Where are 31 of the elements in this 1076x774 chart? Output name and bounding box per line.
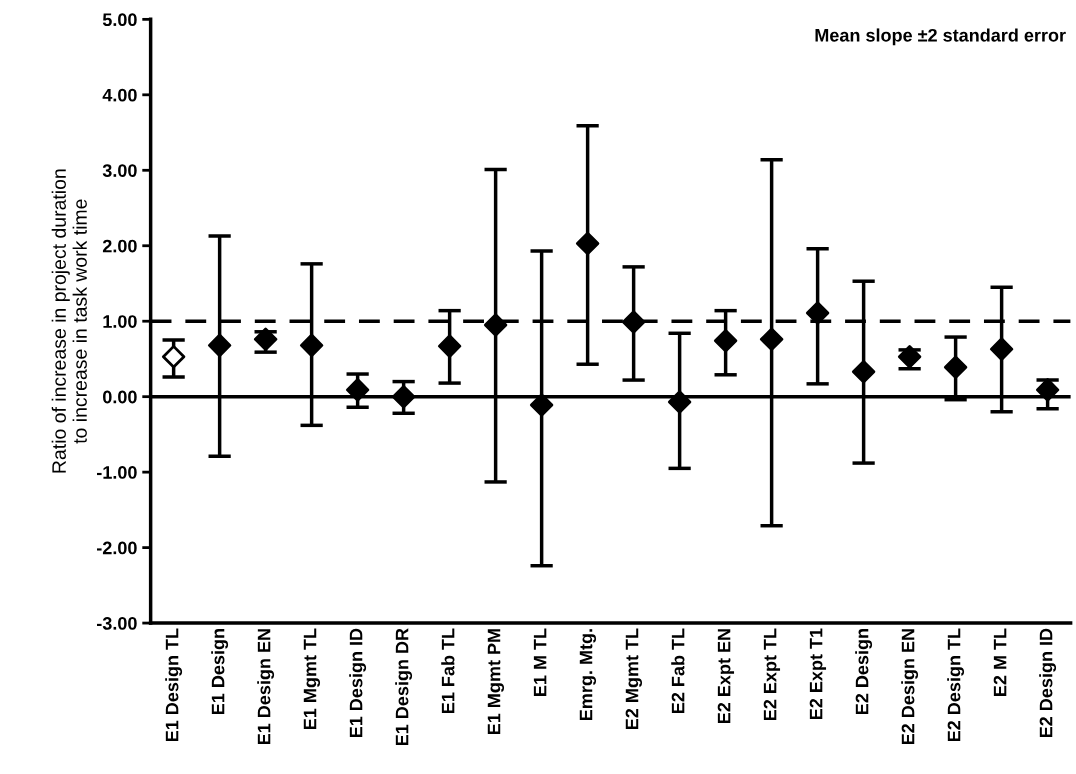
x-tick-label: E2 Expt EN: [717, 629, 735, 724]
x-tick-label: E2 Design EN: [901, 629, 919, 745]
x-tick-label: E2 Design: [855, 629, 873, 715]
x-tick-label: E2 Expt T1: [809, 628, 827, 720]
x-tick-label: E1 Design EN: [257, 629, 275, 745]
x-tick-label: E1 Design DR: [395, 628, 413, 746]
x-tick-label: E1 M TL: [533, 628, 547, 696]
x-tick-label: E1 Design TL: [165, 628, 183, 742]
x-tick-label: E1 Design: [211, 629, 229, 715]
y-tick-label: 5.00: [102, 13, 137, 27]
x-tick-label: E2 Expt TL: [763, 628, 781, 721]
x-tick-label: E2 Mgmt TL: [625, 628, 643, 730]
y-tick-label: -2.00: [97, 541, 137, 555]
annotation: Mean slope ±2 standard error: [815, 28, 1066, 46]
y-tick-label: -3.00: [97, 617, 137, 630]
x-tick-label: E2 M TL: [993, 628, 1007, 696]
x-tick-label: E1 Design ID: [349, 628, 367, 738]
y-tick-label: -1.00: [97, 466, 137, 479]
y-tick-label: 4.00: [102, 88, 137, 102]
y-axis-title: Ratio of increase in project duration to increase in task work time: [51, 169, 87, 473]
y-tick-label: 0.00: [103, 390, 137, 404]
x-tick-label: E2 Design ID: [1039, 628, 1057, 738]
x-tick-label: E2 Fab TL: [671, 628, 685, 713]
x-tick-label: E1 Fab TL: [441, 628, 455, 713]
x-tick-label: Emrg. Mtg.: [579, 629, 597, 721]
x-tick-label: E1 Mgmt PM: [487, 629, 505, 735]
y-tick-label: 3.00: [102, 164, 137, 178]
x-tick-label: E1 Mgmt TL: [303, 628, 321, 730]
x-tick-label: E2 Design TL: [947, 628, 965, 742]
y-tick-label: 2.00: [102, 239, 137, 253]
y-tick-label: 1.00: [103, 315, 137, 328]
